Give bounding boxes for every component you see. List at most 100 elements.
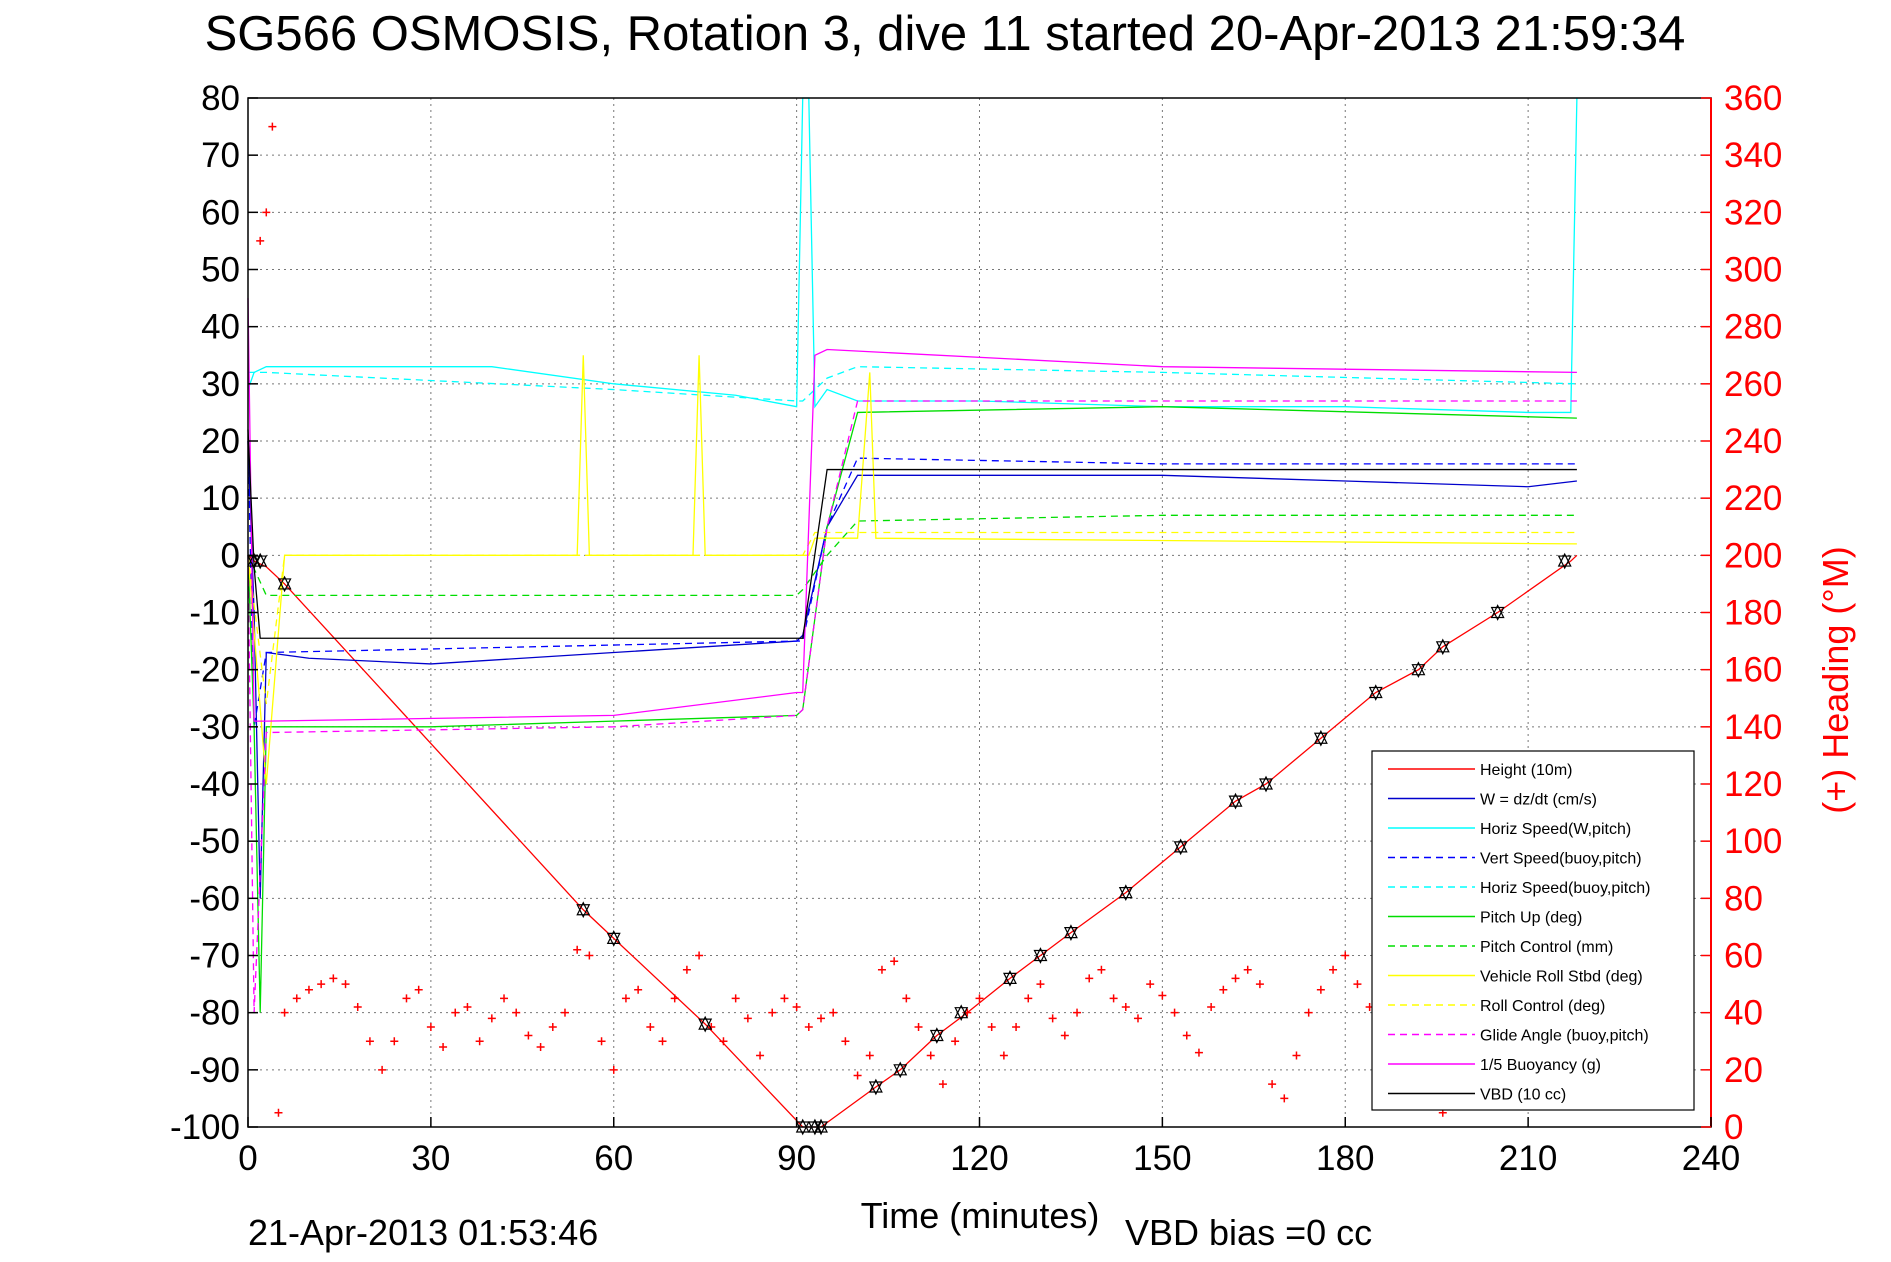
heading-point (1121, 1002, 1130, 1011)
data-point-marker (277, 575, 292, 593)
heading-point (390, 1037, 399, 1046)
legend-entry: Horiz Speed(buoy,pitch) (1480, 880, 1650, 897)
heading-point (1219, 985, 1228, 994)
y-tick-label-right: 300 (1724, 251, 1782, 290)
footer-timestamp: 21-Apr-2013 01:53:46 (248, 1212, 598, 1253)
heading-point (902, 994, 911, 1003)
heading-point (475, 1037, 484, 1046)
legend-entry: VBD (10 cc) (1480, 1087, 1566, 1104)
heading-point (621, 994, 630, 1003)
y-tick-label-left: 80 (201, 79, 240, 118)
heading-point (695, 951, 704, 960)
y-tick-label-right: 0 (1724, 1108, 1743, 1147)
heading-point (792, 1002, 801, 1011)
legend-box (1371, 750, 1695, 1111)
heading-point (341, 980, 350, 989)
vbd-bias-label: VBD bias =0 cc (1125, 1212, 1372, 1253)
series-line-6 (247, 514, 1577, 596)
x-axis-label: Time (minutes) (861, 1195, 1100, 1236)
y-tick-label-right: 20 (1724, 1051, 1763, 1090)
heading-point (829, 1008, 838, 1017)
y-tick-label-left: 70 (201, 136, 240, 175)
legend-entry: W = dz/dt (cm/s) (1480, 792, 1597, 809)
heading-point (682, 965, 691, 974)
heading-point (512, 1008, 521, 1017)
heading-point (262, 208, 271, 217)
heading-point (280, 1008, 289, 1017)
y-tick-label-right: 260 (1724, 365, 1782, 404)
series-line-5 (247, 406, 1577, 1013)
y-tick-label-right: 320 (1724, 193, 1782, 232)
heading-point (719, 1037, 728, 1046)
y-tick-label-left: -40 (189, 765, 240, 804)
data-point-marker (1118, 884, 1133, 901)
heading-point (1036, 980, 1045, 989)
heading-point (1012, 1022, 1021, 1031)
y-tick-label-left: -90 (189, 1051, 240, 1090)
heading-point (756, 1051, 765, 1060)
heading-point (1133, 1014, 1142, 1023)
y-tick-label-right: 160 (1724, 651, 1782, 690)
heading-point (1243, 965, 1252, 974)
heading-point (1231, 974, 1240, 983)
heading-point (670, 994, 679, 1003)
y-tick-label-right: 60 (1724, 937, 1763, 976)
y-tick-label-left: 50 (201, 251, 240, 290)
data-point-marker (1228, 792, 1243, 810)
y-tick-label-right: 100 (1724, 822, 1782, 861)
heading-point (487, 1014, 496, 1023)
legend-entry: Horiz Speed(W,pitch) (1480, 821, 1631, 838)
y-tick-label-left: -30 (189, 708, 240, 747)
y-tick-label-right: 80 (1724, 879, 1763, 918)
x-tick-label: 180 (1316, 1139, 1374, 1178)
data-point-marker (1411, 661, 1426, 679)
y-tick-label-left: -60 (189, 879, 240, 918)
heading-point (439, 1042, 448, 1051)
heading-point (951, 1037, 960, 1046)
legend-entry: Height (10m) (1480, 762, 1572, 779)
heading-point (256, 236, 265, 245)
heading-point (914, 1022, 923, 1031)
data-point-marker (954, 1004, 969, 1022)
x-tick-label: 240 (1682, 1139, 1740, 1178)
heading-point (304, 985, 313, 994)
heading-point (1158, 991, 1167, 1000)
data-point-marker (929, 1027, 944, 1044)
heading-point (548, 1022, 557, 1031)
heading-point (426, 1022, 435, 1031)
heading-point (1060, 1031, 1069, 1040)
data-point-marker (1063, 924, 1078, 941)
heading-point (780, 994, 789, 1003)
x-tick-label: 210 (1499, 1139, 1557, 1178)
data-point-marker (1259, 775, 1273, 793)
data-point-marker (1435, 638, 1450, 656)
chart-title: SG566 OSMOSIS, Rotation 3, dive 11 start… (205, 7, 1686, 61)
heading-point (274, 1108, 283, 1117)
data-point-marker (1368, 684, 1383, 701)
series-line-9 (247, 400, 1577, 1013)
y-tick-label-left: 10 (201, 479, 240, 518)
y-tick-label-left: -20 (189, 651, 240, 690)
heading-point (1109, 994, 1118, 1003)
legend-entry: Pitch Up (deg) (1480, 910, 1582, 927)
heading-point (1255, 980, 1264, 989)
legend-entry: Vert Speed(buoy,pitch) (1480, 851, 1642, 868)
y-tick-label-right: 200 (1724, 536, 1782, 575)
heading-point (1170, 1008, 1179, 1017)
data-point-marker (253, 552, 268, 570)
series-line-0 (247, 554, 1578, 1128)
y-tick-label-left: 0 (221, 536, 240, 575)
right-y-axis-label: (+) Heading (°M) (1815, 546, 1856, 813)
heading-point (658, 1037, 667, 1046)
data-point-marker (1033, 947, 1048, 964)
series-line-4 (248, 366, 1577, 402)
heading-point (353, 1002, 362, 1011)
x-tick-label: 120 (950, 1139, 1008, 1178)
heading-point (402, 994, 411, 1003)
data-point-marker (795, 1118, 810, 1136)
y-tick-label-right: 280 (1724, 308, 1782, 347)
heading-point (329, 974, 338, 983)
y-tick-label-right: 120 (1724, 765, 1782, 804)
legend-entry: Pitch Control (mm) (1480, 939, 1613, 956)
axes: 0 30 60 90 120 150 180 210 24080706050403020100-… (170, 79, 1782, 1178)
